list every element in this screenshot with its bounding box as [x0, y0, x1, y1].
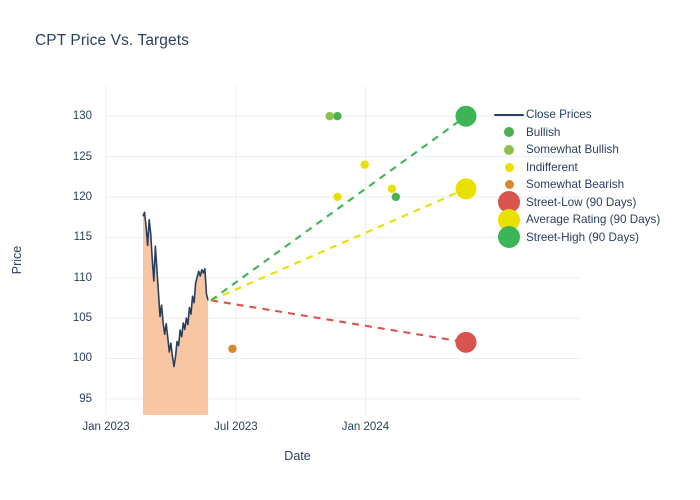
- y-axis-tick-label: 130: [72, 110, 92, 123]
- legend-item[interactable]: Street-Low (90 Days): [492, 191, 660, 214]
- rating-dot: [333, 192, 342, 202]
- legend-marker-icon: [492, 226, 526, 249]
- rating-dot: [360, 160, 369, 169]
- x-axis-title: Date: [284, 449, 311, 463]
- target-marker: [455, 105, 477, 127]
- legend-item-label: Close Prices: [526, 108, 592, 122]
- legend-item[interactable]: Street-High (90 Days): [492, 226, 660, 249]
- x-axis-tick-label: Jan 2023: [82, 421, 130, 433]
- legend-item-label: Bullish: [526, 125, 561, 139]
- legend-item-label: Street-Low (90 Days): [526, 195, 637, 209]
- legend-item[interactable]: Close Prices: [492, 106, 660, 124]
- target-marker: [455, 178, 477, 200]
- legend-marker-icon: [492, 113, 526, 116]
- y-axis-tick-label: 110: [73, 271, 92, 284]
- y-axis-tick-label: 125: [72, 150, 92, 163]
- legend-marker-icon: [492, 180, 526, 190]
- legend-marker-icon: [492, 144, 526, 155]
- rating-dot: [391, 192, 401, 202]
- rating-dot: [333, 111, 342, 121]
- rating-dot: [228, 344, 237, 353]
- target-projection-line: [210, 115, 467, 302]
- legend-item[interactable]: Bullish: [492, 124, 660, 142]
- target-projection-line: [210, 187, 467, 302]
- legend-item-label: Average Rating (90 Days): [526, 213, 661, 227]
- legend-item[interactable]: Indifferent: [492, 159, 660, 177]
- legend-marker-icon: [492, 191, 526, 214]
- target-marker: [455, 331, 477, 353]
- price-line: [142, 211, 209, 368]
- legend-item[interactable]: Average Rating (90 Days): [492, 208, 661, 231]
- chart-title: CPT Price Vs. Targets: [35, 32, 189, 49]
- legend-marker-icon: [492, 208, 526, 231]
- x-axis-tick-label: Jan 2024: [341, 421, 390, 433]
- legend-item-label: Somewhat Bearish: [526, 178, 625, 192]
- y-axis-tick-label: 105: [72, 312, 92, 325]
- legend-item-label: Street-High (90 Days): [526, 230, 640, 244]
- chart-legend: Close Prices Bullish Somewhat Bullish Indif…: [492, 106, 661, 249]
- y-axis-tick-label: 95: [79, 392, 92, 405]
- target-projection-line: [210, 299, 467, 344]
- y-axis-title: Price: [10, 245, 24, 275]
- y-axis-tick-label: 115: [73, 231, 92, 244]
- legend-marker-icon: [492, 127, 526, 138]
- rating-dot: [387, 184, 397, 194]
- y-axis-tick-label: 100: [72, 352, 92, 365]
- legend-marker-icon: [492, 162, 526, 172]
- y-axis-tick-label: 120: [72, 190, 92, 203]
- legend-item[interactable]: Somewhat Bearish: [492, 176, 660, 194]
- legend-item-label: Somewhat Bullish: [526, 143, 619, 157]
- rating-dot: [325, 111, 334, 121]
- x-axis-tick-label: Jul 2023: [214, 421, 258, 433]
- price-area-fill: [143, 212, 208, 415]
- legend-item[interactable]: Somewhat Bullish: [492, 141, 660, 159]
- legend-item-label: Indifferent: [526, 160, 578, 174]
